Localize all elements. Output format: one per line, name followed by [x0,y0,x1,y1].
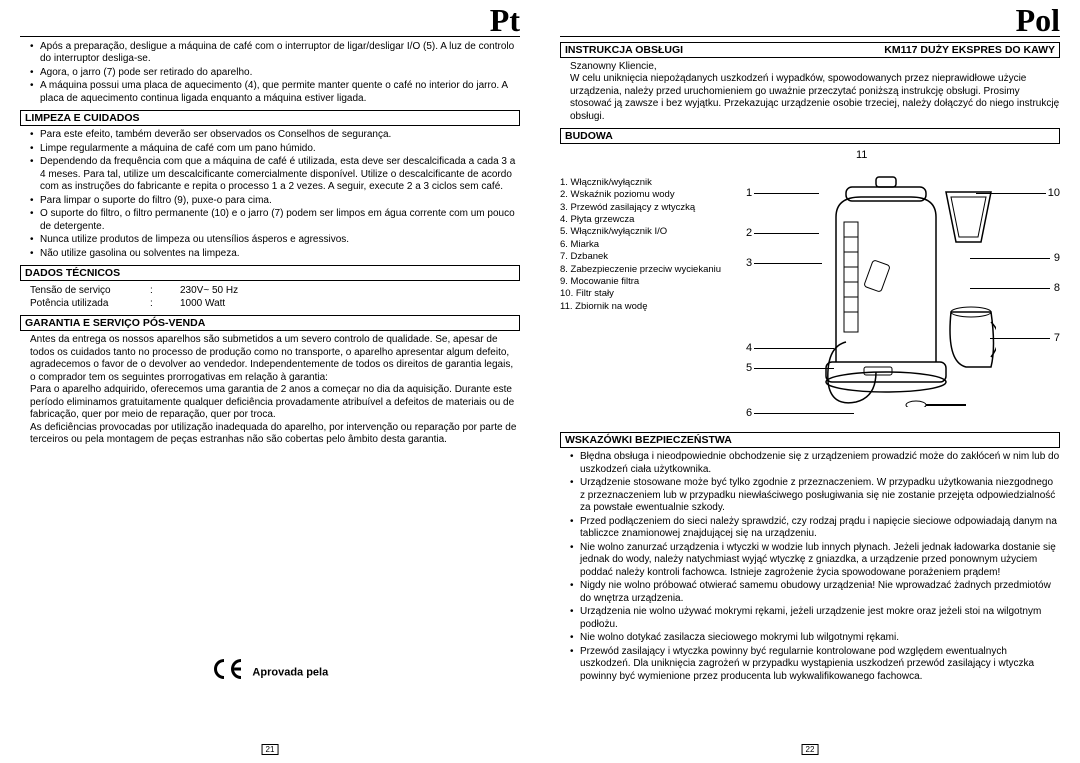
bullet: Para este efeito, também deverão ser obs… [30,129,520,142]
part: 6. Miarka [560,239,740,251]
part: 5. Włącznik/wyłącznik I/O [560,226,740,238]
bullet: Dependendo da frequência com que a máqui… [30,156,520,194]
page-right: Pol INSTRUKCJA OBSŁUGI KM117 DUŻY EKSPRE… [540,0,1080,763]
section-garantia: GARANTIA E SERVIÇO PÓS-VENDA [20,315,520,331]
part: 4. Płyta grzewcza [560,214,740,226]
part: 2. Wskaźnik poziomu wody [560,189,740,201]
section-dados: DADOS TÉCNICOS [20,265,520,281]
bullet: Przed podłączeniem do sieci należy spraw… [570,516,1060,541]
intro-list: Após a preparação, desligue a máquina de… [20,41,520,106]
bullet: Agora, o jarro (7) pode ser retirado do … [30,67,520,80]
coffee-diagram: 1 2 3 4 5 6 11 10 9 8 7 [746,147,1060,427]
ce-mark: Aprovada pela [20,657,520,688]
lang-pt: Pt [20,8,520,34]
garantia-p1: Antes da entrega os nossos aparelhos são… [20,334,520,384]
safety-list: Błędna obsługa i nieodpowiednie obchodze… [560,451,1060,683]
bullet: Para limpar o suporte do filtro (9), pux… [30,195,520,208]
garantia-p2: Para o aparelho adquirido, oferecemos um… [20,384,520,422]
bullet: Przewód zasilający i wtyczka powinny być… [570,646,1060,684]
bullet: Urządzenie stosowane może być tylko zgod… [570,477,1060,515]
part: 1. Włącznik/wyłącznik [560,177,740,189]
part: 3. Przewód zasilający z wtyczką [560,202,740,214]
bullet: Nunca utilize produtos de limpeza ou ute… [30,234,520,247]
bullet: Nie wolno zanurzać urządzenia i wtyczki … [570,542,1060,580]
part: 9. Mocowanie filtra [560,276,740,288]
rule [20,36,520,37]
bullet: Após a preparação, desligue a máquina de… [30,41,520,66]
ce-icon [212,657,246,688]
bullet: O suporte do filtro, o filtro permanente… [30,208,520,233]
rule [560,36,1060,37]
header-instrukcja: INSTRUKCJA OBSŁUGI KM117 DUŻY EKSPRES DO… [560,42,1060,58]
bullet: Błędna obsługa i nieodpowiednie obchodze… [570,451,1060,476]
bullet: Não utilize gasolina ou solventes na lim… [30,248,520,261]
specs: Tensão de serviço:230V~ 50 Hz Potência u… [20,284,520,310]
bullet: Urządzenia nie wolno używać mokrymi ręka… [570,606,1060,631]
bullet: A máquina possui uma placa de aqueciment… [30,80,520,105]
parts-row: 1. Włącznik/wyłącznik 2. Wskaźnik poziom… [560,147,1060,427]
bullet: Nie wolno dotykać zasilacza sieciowego m… [570,632,1060,645]
section-budowa: BUDOWA [560,128,1060,144]
limpeza-list: Para este efeito, também deverão ser obs… [20,129,520,260]
part: 11. Zbiornik na wodę [560,301,740,313]
section-limpeza: LIMPEZA E CUIDADOS [20,110,520,126]
lang-pol: Pol [560,8,1060,34]
page-number: 22 [802,744,819,755]
part: 8. Zabezpieczenie przeciw wyciekaniu [560,264,740,276]
intro-line1: Szanowny Kliencie, [560,61,1060,74]
bullet: Limpe regularmente a máquina de café com… [30,143,520,156]
coffee-maker-icon [816,167,996,407]
bullet: Nigdy nie wolno próbować otwierać samemu… [570,580,1060,605]
parts-list: 1. Włącznik/wyłącznik 2. Wskaźnik poziom… [560,147,740,427]
section-wskazowki: WSKAZÓWKI BEZPIECZEŃSTWA [560,432,1060,448]
part: 10. Filtr stały [560,288,740,300]
page-number: 21 [262,744,279,755]
page-left: Pt Após a preparação, desligue a máquina… [0,0,540,763]
intro-line2: W celu uniknięcia niepożądanych uszkodze… [560,73,1060,123]
part: 7. Dzbanek [560,251,740,263]
garantia-p3: As deficiências provocadas por utilizaçã… [20,422,520,447]
